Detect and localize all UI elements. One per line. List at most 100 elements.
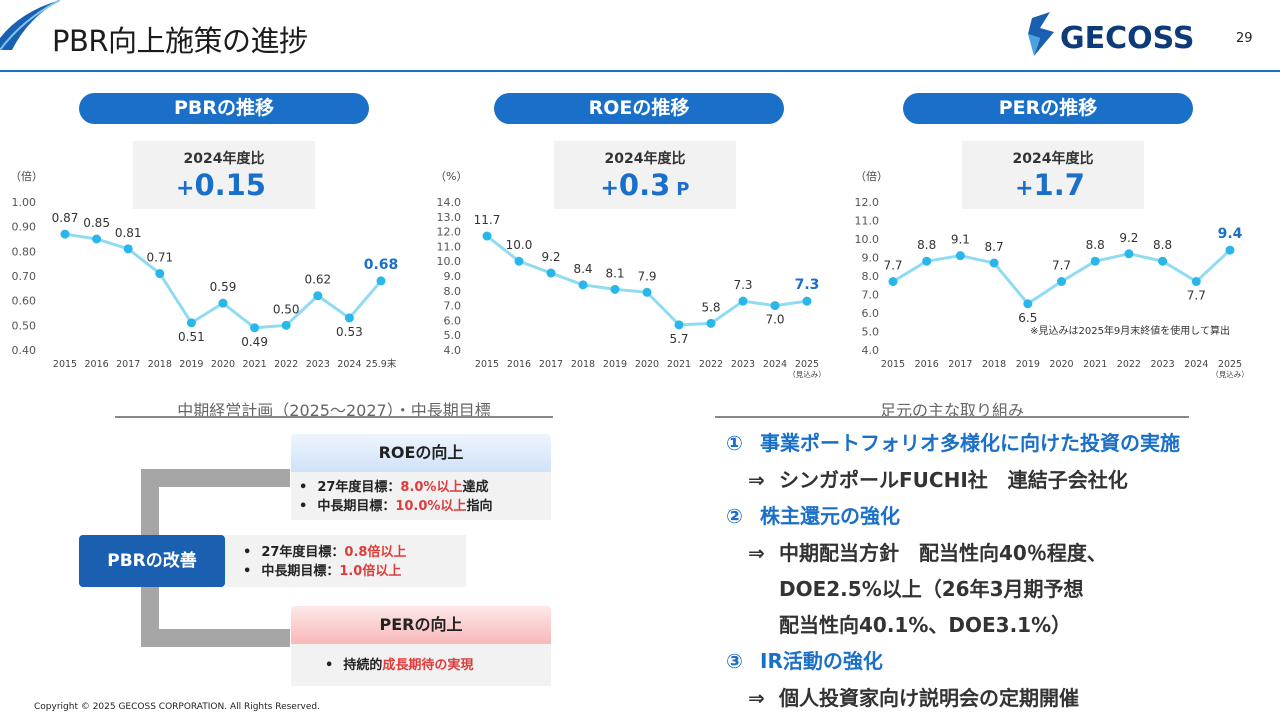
y-tick-label: 8.0 <box>444 285 462 298</box>
y-tick-label: 1.00 <box>12 196 37 209</box>
pbr-goal-2-prefix: 中長期目標： <box>261 564 340 579</box>
data-point <box>578 280 588 290</box>
page-number: 29 <box>1236 31 1253 46</box>
data-point <box>482 231 492 241</box>
data-label: 7.9 <box>637 269 656 283</box>
data-label: 7.7 <box>1052 259 1071 273</box>
data-label: 7.3 <box>795 277 820 293</box>
pbr-improve-box: PBRの改善 <box>79 535 225 587</box>
initiative-2-detail-cont: 配当性向40.1%、DOE3.1%） <box>779 613 1072 637</box>
roe-goals-list: • 27年度目標：8.0%以上達成 • 中長期目標：10.0%以上指向 <box>291 472 551 520</box>
data-label: 0.53 <box>336 325 363 339</box>
data-point <box>250 323 260 333</box>
data-point <box>770 301 780 311</box>
data-label: 0.50 <box>273 302 300 316</box>
per-stat-sign: + <box>1015 176 1034 201</box>
pbr-goal-item: • 中長期目標：1.0倍以上 <box>243 564 402 579</box>
data-label: 8.8 <box>1153 238 1172 252</box>
data-label: 0.81 <box>115 226 142 240</box>
pbr-goal-1-prefix: 27年度目標： <box>261 545 345 560</box>
x-tick-label: 2021 <box>1083 359 1107 370</box>
per-stat-box: 2024年度比 +1.7 <box>962 141 1144 209</box>
y-tick-label: 11.0 <box>437 240 462 253</box>
data-label: 7.3 <box>733 278 752 292</box>
data-label: 11.7 <box>474 213 501 227</box>
data-point <box>344 313 354 323</box>
data-point <box>674 320 684 330</box>
x-tick-label: 2020 <box>211 359 235 370</box>
data-point <box>514 256 524 266</box>
roe-goal-1-value: 8.0%以上 <box>400 480 463 495</box>
x-tick-label: 2021 <box>667 359 691 370</box>
roe-stat-value: +0.3 P <box>554 168 736 207</box>
initiative-2-title: ② 株主還元の強化 <box>726 504 900 528</box>
x-tick-label: 2015 <box>53 359 77 370</box>
x-tick-label: 2016 <box>507 359 531 370</box>
data-point <box>376 276 386 286</box>
data-point <box>802 296 812 306</box>
data-point <box>546 268 556 278</box>
company-logo: GECOSS <box>1028 12 1195 56</box>
data-label: 7.0 <box>765 313 784 327</box>
data-label: 6.5 <box>1018 311 1037 325</box>
y-tick-label: 8.0 <box>862 270 880 283</box>
data-label: 0.51 <box>178 330 205 344</box>
data-point <box>1191 277 1201 287</box>
roe-goal-2-suffix: 指向 <box>466 499 493 514</box>
data-point <box>186 318 196 328</box>
x-tick-label: 2022 <box>274 359 298 370</box>
data-label: 8.1 <box>605 266 624 280</box>
y-tick-label: 9.0 <box>444 270 462 283</box>
per-goals-list: • 持続的成長期待の実現 <box>291 644 551 686</box>
data-point <box>155 269 165 279</box>
data-point <box>642 287 652 297</box>
initiatives-heading: 足元の主な取り組み <box>879 401 1024 420</box>
y-tick-label: 0.40 <box>12 344 37 357</box>
initiative-1-title: ① 事業ポートフォリオ多様化に向けた投資の実施 <box>726 431 1180 455</box>
pbr-title-pill: PBRの推移 <box>79 93 369 124</box>
x-tick-label: 2020 <box>1049 359 1073 370</box>
per-goal-prefix: 持続的 <box>343 658 383 673</box>
x-tick-label: 2023 <box>306 359 330 370</box>
x-tick-sublabel: （見込み） <box>788 370 826 379</box>
data-label: 8.8 <box>917 238 936 252</box>
pbr-goal-2-value: 1.0倍以上 <box>339 564 402 579</box>
data-label: 0.71 <box>146 251 173 265</box>
data-point <box>1158 256 1168 266</box>
data-point <box>281 320 291 330</box>
roe-goal-2-value: 10.0%以上 <box>395 499 467 514</box>
roe-goal-2-prefix: 中長期目標： <box>317 499 396 514</box>
x-tick-label: 2018 <box>982 359 1006 370</box>
y-tick-label: 4.0 <box>444 344 462 357</box>
data-point <box>989 258 999 268</box>
y-tick-label: 10.0 <box>437 255 462 268</box>
x-tick-label: 2022 <box>699 359 723 370</box>
roe-stat-box: 2024年度比 +0.3 P <box>554 141 736 209</box>
data-label: 8.8 <box>1086 238 1105 252</box>
x-tick-label: 2025 <box>795 359 819 370</box>
y-unit-label: （倍） <box>10 169 43 183</box>
data-label: 5.7 <box>669 332 688 346</box>
roe-stat-label: 2024年度比 <box>604 151 686 167</box>
roe-title-pill: ROEの推移 <box>494 93 784 124</box>
data-label: 9.4 <box>1218 226 1243 242</box>
roe-goal-header: ROEの向上 <box>291 434 551 472</box>
y-tick-label: 11.0 <box>855 215 880 228</box>
y-tick-label: 0.70 <box>12 270 37 283</box>
data-label: 9.2 <box>541 250 560 264</box>
roe-line-chart: （%）4.05.06.07.08.09.010.011.012.013.014.… <box>435 170 826 379</box>
y-tick-label: 6.0 <box>444 314 462 327</box>
y-tick-label: 0.60 <box>12 295 37 308</box>
initiatives-list: ① 事業ポートフォリオ多様化に向けた投資の実施 ⇒ シンガポールFUCHI社 連結子… <box>726 428 1246 719</box>
y-tick-label: 10.0 <box>855 233 880 246</box>
roe-stat-unit: P <box>676 179 690 200</box>
per-goal-item: • 持続的成長期待の実現 <box>325 658 474 673</box>
title-divider <box>0 70 1280 72</box>
data-point <box>955 251 965 261</box>
y-tick-label: 7.0 <box>862 289 880 302</box>
x-tick-label: 2019 <box>179 359 203 370</box>
chart-note: ※見込みは2025年9月末終値を使用して算出 <box>1030 324 1230 337</box>
y-tick-label: 12.0 <box>437 226 462 239</box>
x-tick-label: 2023 <box>1151 359 1175 370</box>
x-tick-label: 2017 <box>539 359 563 370</box>
